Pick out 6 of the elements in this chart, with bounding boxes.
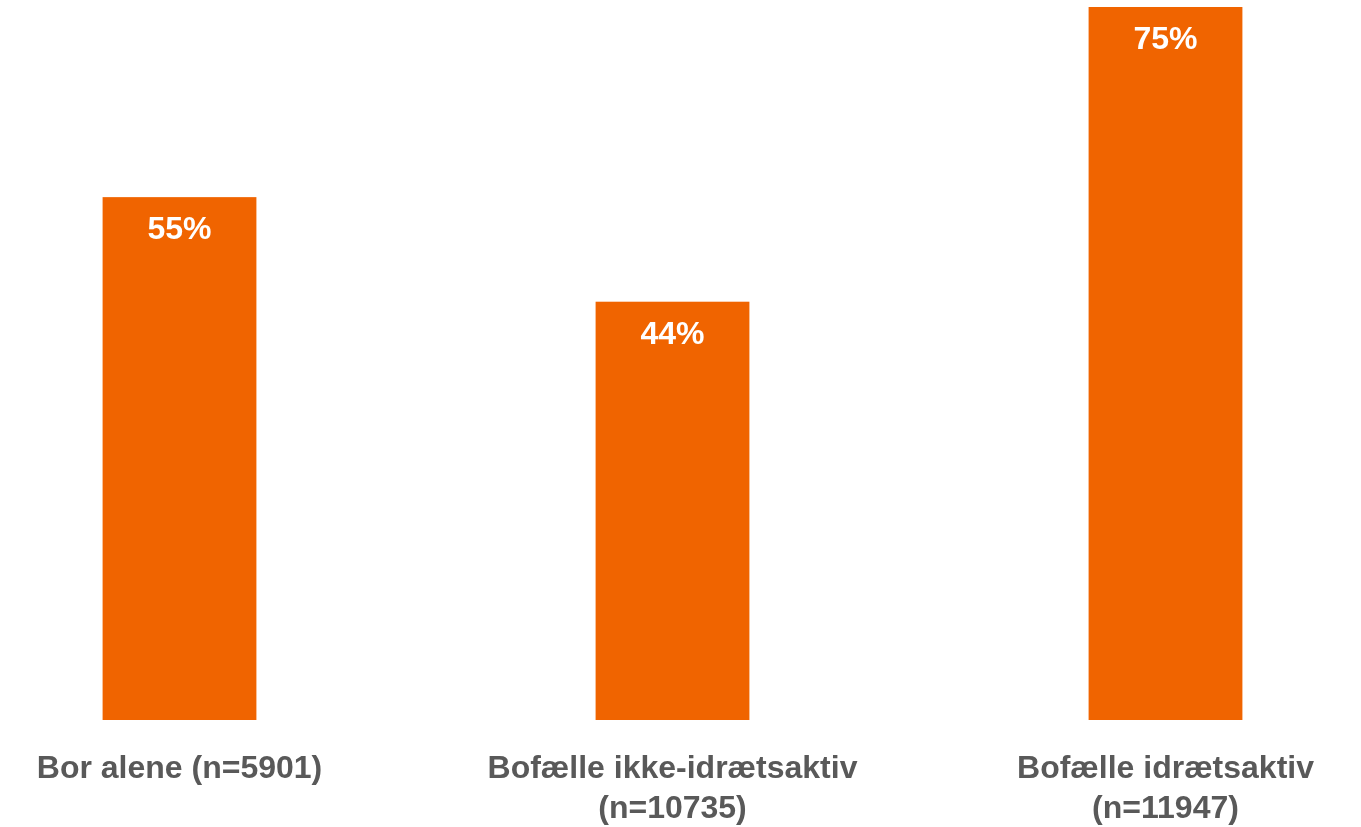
data-label: 44% (640, 314, 705, 351)
x-tick-label: Bor alene (n=5901) (36, 749, 323, 785)
data-label: 75% (1133, 20, 1198, 56)
x-tick-label: Bofælle idrætsaktiv (n=11947) (1017, 749, 1315, 825)
data-label: 55% (147, 210, 212, 247)
x-tick-label: Bofælle ikke-idrætsaktiv (n=10735) (487, 749, 858, 825)
